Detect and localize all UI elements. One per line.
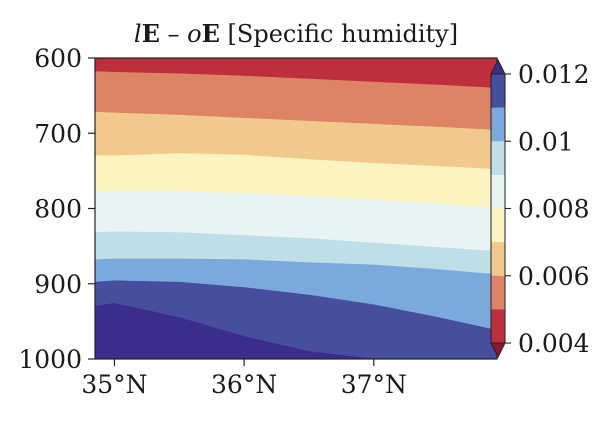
colorbar-swatch	[491, 208, 505, 243]
colorbar-tick-label: 0.012	[518, 60, 590, 89]
colorbar-tick-label: 0.006	[518, 262, 590, 291]
colorbar-swatch	[491, 141, 505, 175]
colorbar-tick-label: 0.008	[518, 195, 590, 224]
x-axis: 35°N 36°N 37°N	[81, 359, 407, 399]
title-part: E	[202, 19, 220, 48]
title-part: o	[187, 20, 201, 48]
plot-area	[94, 57, 498, 360]
title-part: –	[160, 20, 187, 48]
y-axis: 600 700 800 900 1000	[18, 44, 95, 374]
colorbar-swatch	[491, 309, 505, 343]
chart-title: lE – oE [Specific humidity]	[134, 19, 458, 48]
title-part: E	[142, 19, 160, 48]
colorbar-tick-label: 0.004	[518, 329, 590, 358]
colorbar-swatch	[491, 107, 505, 142]
y-tick-label: 1000	[18, 345, 82, 374]
colorbar-tick-label: 0.01	[518, 127, 574, 156]
y-tick-label: 900	[34, 270, 82, 299]
y-tick-label: 600	[34, 44, 82, 73]
colorbar-swatch	[491, 74, 505, 108]
y-tick-label: 800	[34, 195, 82, 224]
title-part: [Specific humidity]	[220, 20, 458, 48]
x-tick-label: 35°N	[81, 370, 147, 399]
x-tick-label: 37°N	[341, 370, 407, 399]
y-tick-label: 700	[34, 119, 82, 148]
colorbar-swatch	[491, 275, 505, 310]
x-tick-label: 36°N	[211, 370, 277, 399]
colorbar-swatch	[491, 174, 505, 209]
title-part: l	[134, 20, 142, 48]
colorbar-swatch	[491, 242, 505, 276]
colorbar: 0.004 0.006 0.008 0.01 0.012	[490, 58, 590, 359]
